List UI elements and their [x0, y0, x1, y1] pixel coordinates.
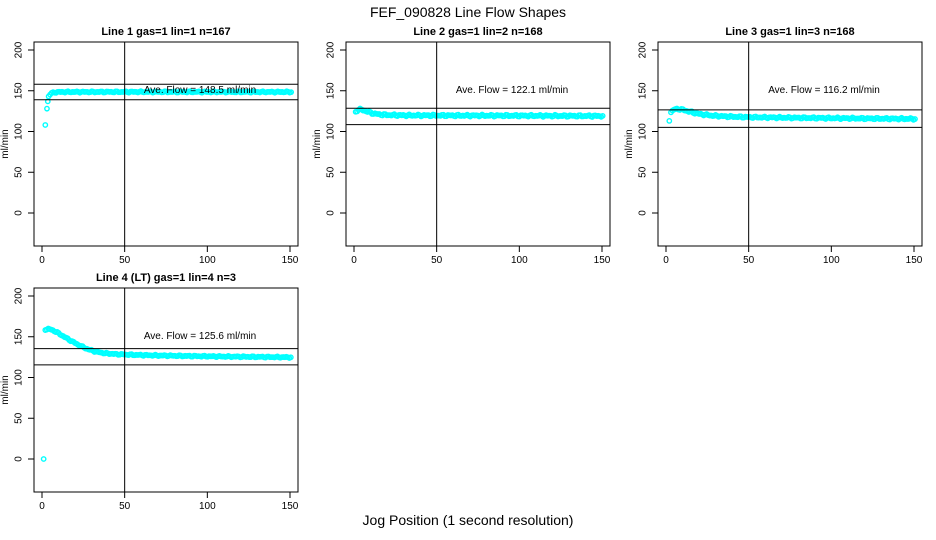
data-points — [352, 105, 606, 120]
x-tick-label: 100 — [199, 501, 216, 512]
y-tick-label: 200 — [638, 41, 649, 58]
data-points — [40, 325, 294, 462]
x-tick-label: 100 — [511, 255, 528, 266]
y-axis-title: ml/min — [312, 129, 323, 158]
x-tick-label: 50 — [119, 255, 131, 266]
plot-box — [657, 41, 923, 247]
data-point-outlier — [42, 122, 49, 128]
data-point — [287, 354, 294, 361]
ave-flow-label: Ave. Flow = 116.2 ml/min — [768, 85, 880, 96]
y-tick-label: 100 — [14, 369, 25, 386]
y-axis-title: ml/min — [0, 375, 11, 404]
data-point — [599, 112, 606, 119]
y-tick-label: 200 — [14, 287, 25, 304]
data-point-outlier — [666, 118, 673, 124]
y-tick-label: 50 — [326, 166, 337, 178]
figure-title: FEF_090828 Line Flow Shapes — [369, 4, 567, 20]
x-tick-label: 150 — [594, 255, 611, 266]
x-tick-label: 150 — [282, 255, 299, 266]
data-points — [42, 88, 295, 128]
x-tick-label: 0 — [39, 501, 45, 512]
panel-title: Line 2 gas=1 lin=2 n=168 — [413, 26, 542, 38]
y-tick-label: 100 — [638, 123, 649, 140]
data-point-outlier — [40, 456, 47, 462]
data-point — [912, 116, 918, 122]
x-tick-label: 50 — [431, 255, 443, 266]
y-tick-label: 0 — [326, 210, 337, 216]
y-tick-label: 0 — [14, 456, 25, 462]
panel-line1-plot: Line 1 gas=1 lin=1 n=167 0 50 100 150 200 0 50 1… — [0, 26, 299, 266]
data-point-outlier — [44, 105, 50, 112]
panel-line4-plot: Line 4 (LT) gas=1 lin=4 n=3 0 50 100 150 200 0… — [0, 272, 299, 512]
y-tick-label: 200 — [14, 41, 25, 58]
panel-line2-plot: Line 2 gas=1 lin=2 n=168 0 50 100 150 200 0 50 1… — [312, 26, 611, 266]
x-tick-label: 100 — [823, 255, 840, 266]
plot-box — [33, 287, 299, 493]
x-tick-label: 0 — [351, 255, 357, 266]
y-tick-label: 150 — [14, 328, 25, 345]
panel-title: Line 4 (LT) gas=1 lin=4 n=3 — [96, 272, 236, 284]
y-tick-label: 0 — [638, 210, 649, 216]
x-tick-label: 150 — [282, 501, 299, 512]
y-axis-title: ml/min — [0, 129, 11, 158]
y-tick-label: 150 — [326, 82, 337, 99]
y-tick-label: 50 — [638, 166, 649, 178]
ave-flow-label: Ave. Flow = 125.6 ml/min — [144, 331, 256, 342]
ave-flow-label: Ave. Flow = 148.5 ml/min — [144, 85, 256, 96]
y-tick-label: 50 — [14, 166, 25, 178]
y-axis-title: ml/min — [624, 129, 635, 158]
y-tick-label: 150 — [14, 82, 25, 99]
y-tick-label: 50 — [14, 412, 25, 424]
ave-flow-label: Ave. Flow = 122.1 ml/min — [456, 85, 568, 96]
x-tick-label: 150 — [906, 255, 923, 266]
figure-xlabel: Jog Position (1 second resolution) — [362, 512, 574, 528]
data-points — [666, 105, 918, 124]
y-tick-label: 100 — [14, 123, 25, 140]
y-tick-label: 0 — [14, 210, 25, 216]
x-tick-label: 100 — [199, 255, 216, 266]
y-tick-label: 200 — [326, 41, 337, 58]
panel-title: Line 1 gas=1 lin=1 n=167 — [101, 26, 230, 38]
x-tick-label: 0 — [39, 255, 45, 266]
data-point — [288, 89, 295, 96]
x-tick-label: 50 — [119, 501, 131, 512]
y-tick-label: 150 — [638, 82, 649, 99]
y-tick-label: 100 — [326, 123, 337, 140]
panel-line3-plot: Line 3 gas=1 lin=3 n=168 0 50 100 150 200 0 50 1… — [624, 26, 923, 266]
panel-title: Line 3 gas=1 lin=3 n=168 — [725, 26, 854, 38]
plot-box — [345, 41, 611, 247]
plot-box — [33, 41, 299, 247]
x-tick-label: 0 — [663, 255, 669, 266]
x-tick-label: 50 — [743, 255, 755, 266]
